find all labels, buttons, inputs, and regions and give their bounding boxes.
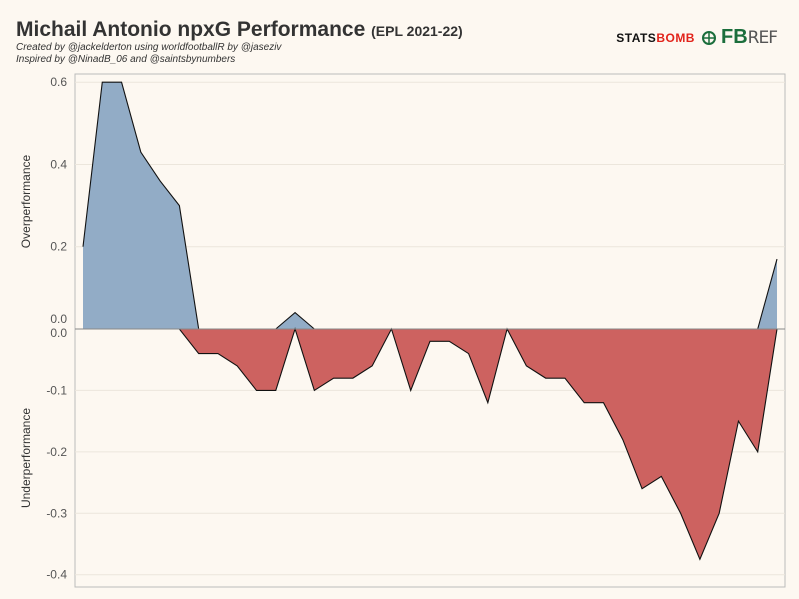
- y-tick-label: 0.2: [50, 240, 67, 254]
- season-label: (EPL 2021-22): [371, 23, 463, 39]
- top-axis-title: Overperformance: [19, 154, 33, 248]
- y-tick-label: 0.6: [50, 75, 67, 89]
- title-text: Michail Antonio npxG Performance: [16, 18, 366, 41]
- logos: STATSBOMB FB REF: [616, 26, 778, 49]
- credit-line-2: Inspired by @NinadB_06 and @saintsbynumb…: [16, 54, 236, 65]
- y-tick-label: 0.4: [50, 157, 67, 171]
- y-tick-label: -0.1: [46, 383, 67, 397]
- overperformance-panel: 0.0 0.2 0.4 0.6 Overperformance: [19, 73, 786, 330]
- y-tick-label: -0.3: [46, 506, 67, 520]
- top-area: [83, 82, 777, 330]
- y-tick-label: 0.0: [50, 326, 67, 340]
- credit-line-1: Created by @jackelderton using worldfoot…: [16, 42, 282, 53]
- y-tick-label: 0.0: [50, 312, 67, 326]
- fbref-logo: FB REF: [701, 26, 778, 49]
- bottom-line: [83, 327, 778, 561]
- chart-title: Michail Antonio npxG Performance (EPL 20…: [16, 18, 463, 42]
- y-tick-label: -0.4: [46, 568, 67, 582]
- underperformance-panel: 0.0 -0.1 -0.2 -0.3 -0.4 Underperformance: [19, 326, 786, 588]
- bottom-axis-title: Underperformance: [19, 408, 33, 508]
- chart-header: Michail Antonio npxG Performance (EPL 20…: [16, 18, 463, 66]
- bottom-area: [83, 329, 777, 560]
- y-tick-label: -0.2: [46, 445, 67, 459]
- statsbomb-logo: STATSBOMB: [616, 30, 695, 45]
- fbref-ball-icon: [701, 30, 716, 45]
